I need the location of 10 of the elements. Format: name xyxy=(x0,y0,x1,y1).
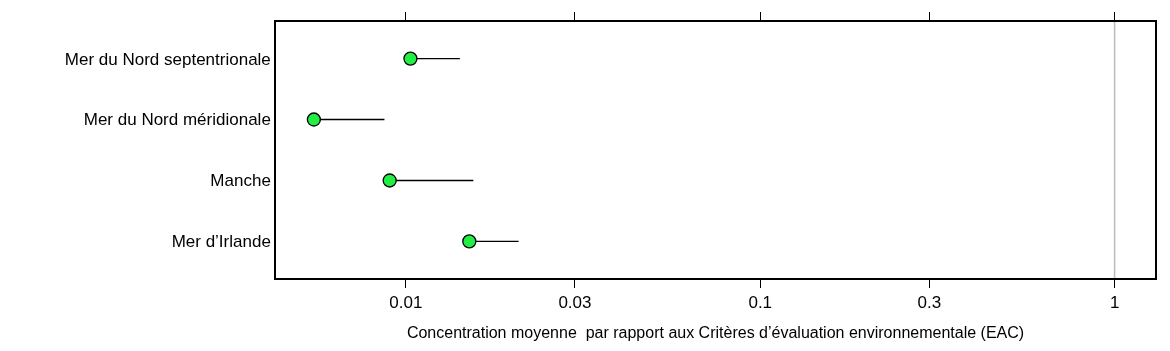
x-tick-label: 0.3 xyxy=(917,293,942,313)
x-tick-label: 0.03 xyxy=(558,293,592,313)
x-tick-label: 0.01 xyxy=(389,293,423,313)
x-tick-label: 1 xyxy=(1109,293,1120,313)
y-tick-label: Mer d’Irlande xyxy=(171,232,271,252)
x-axis-title: Concentration moyenne par rapport aux Critères d’évaluation environnementale (EAC) xyxy=(406,324,1025,342)
x-tick-label: 0.1 xyxy=(748,293,773,313)
y-tick-label: Mer du Nord septentrionale xyxy=(64,49,271,69)
y-tick-label: Manche xyxy=(210,171,271,191)
y-tick-label: Mer du Nord méridionale xyxy=(83,110,271,130)
